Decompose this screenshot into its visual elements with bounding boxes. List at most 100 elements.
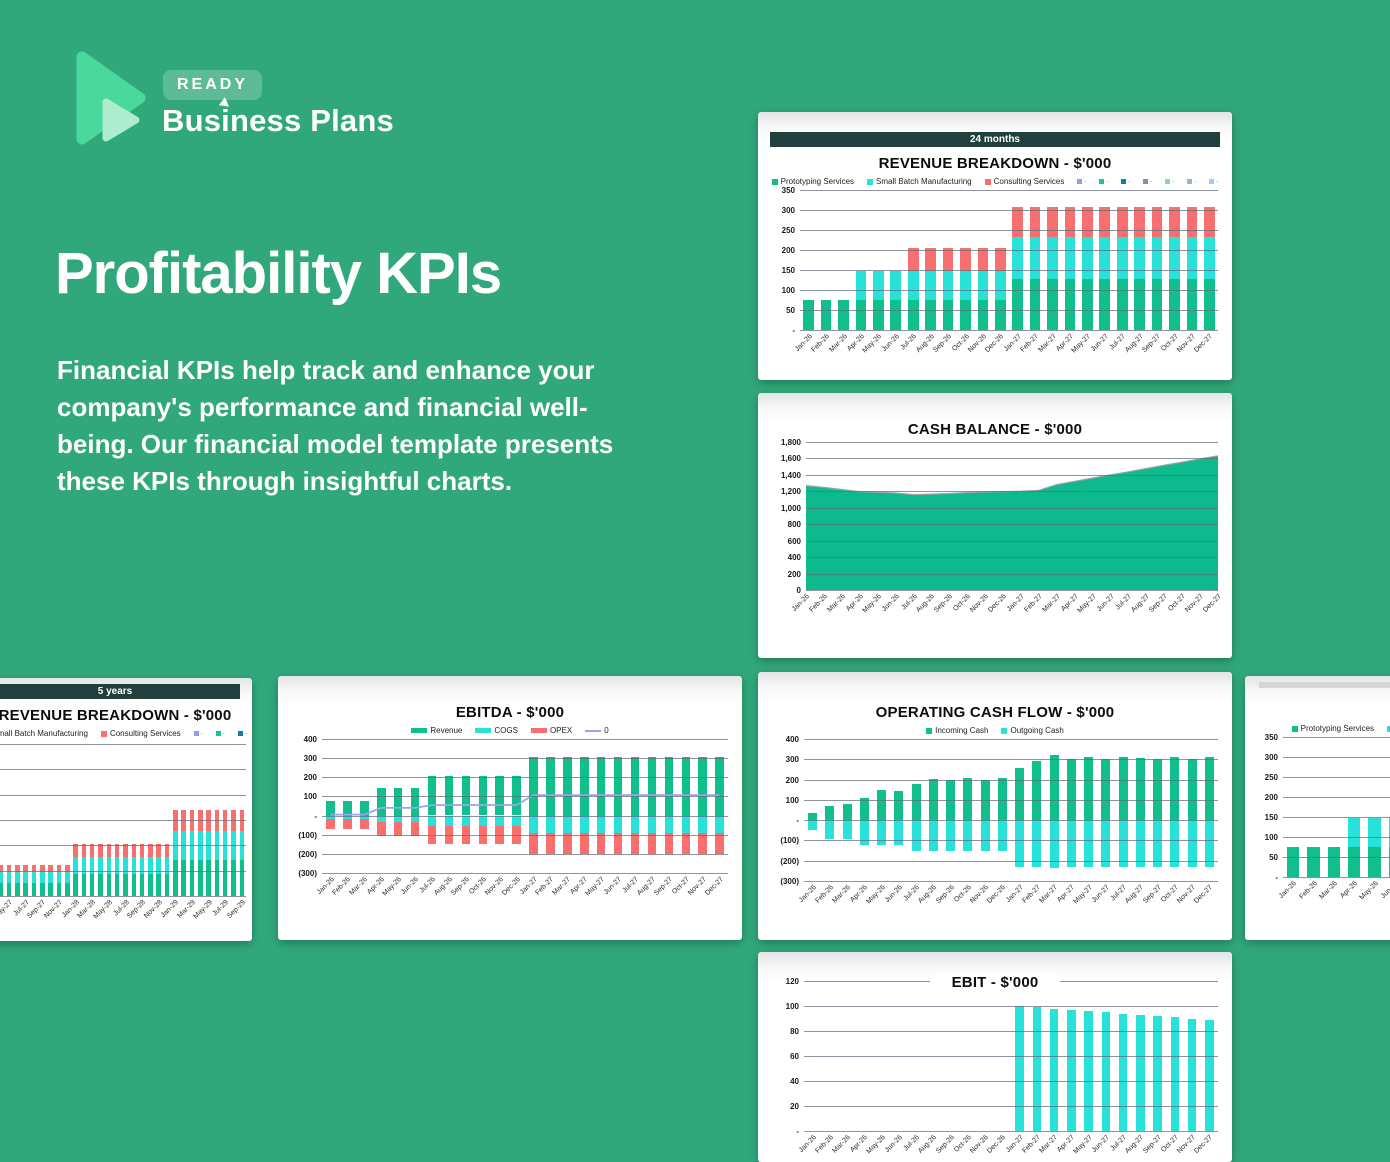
legend-item: Outgoing Cash [1001,726,1063,735]
bar-segment [946,820,955,851]
bar-segment [925,300,936,330]
chart-title: REVENUE BREAKDOWN - $'000 [1245,702,1390,719]
gridline [804,881,1218,882]
legend-item: 0 [585,726,608,735]
bar-segment [173,860,178,896]
bar-segment [925,271,936,300]
bar-segment [998,820,1007,851]
bar-segment [1012,237,1023,279]
bar-segment [1099,207,1110,237]
bar-segment [1119,757,1128,820]
legend-swatch [101,731,107,737]
bar-segment [1082,279,1093,330]
bar-segment [140,874,145,896]
bar-segment [15,872,20,883]
bar-segment [1084,1011,1093,1131]
bar-segment [1348,847,1361,877]
y-axis-label: 50 [1253,853,1278,862]
y-axis-label: - [1253,873,1278,882]
gridline [800,270,1218,271]
legend-item: Incoming Cash [926,726,988,735]
gridline [1283,777,1390,778]
chart-title: EBIT - $'000 [930,974,1061,991]
legend-item: - [194,731,203,737]
bar-segment [978,271,989,300]
y-axis-label: 1,800 [766,438,801,447]
chart-legend: Incoming Cash Outgoing Cash [762,726,1228,735]
y-axis-label: 100 [766,1002,799,1011]
gridline [804,780,1218,781]
bar-segment [908,300,919,330]
bar-segment [1169,237,1180,279]
legend-item: Revenue [411,726,462,735]
gridline [800,210,1218,211]
bar-segment [1030,207,1041,237]
bar-segment [908,271,919,300]
bar-segment [838,300,849,330]
bar-segment [1134,279,1145,330]
bar-segment [1012,279,1023,330]
bar-segment [32,872,37,883]
bar-segment [877,790,886,820]
bar-segment [1047,207,1058,237]
bar-segment [7,883,12,896]
bar-segment [860,798,869,820]
bar-segment [1152,279,1163,330]
bar-segment [894,820,903,845]
bar-segment [873,300,884,330]
bar-segment [995,248,1006,271]
bar-segment [40,872,45,883]
y-axis-label: 50 [766,306,795,315]
bar-segment [1169,207,1180,237]
legend-swatch [216,731,221,736]
chart-card-operating-cash-flow: OPERATING CASH FLOW - $'000 Incoming Cas… [758,672,1232,940]
bar-segment [215,860,220,896]
y-axis-label: 300 [766,206,795,215]
gridline [806,458,1218,459]
bar-segment [1012,207,1023,237]
chart-card-revenue-5y: 5 years REVENUE BREAKDOWN - $'000 Small … [0,678,252,941]
chart-legend: Revenue COGS OPEX 0 [282,726,738,735]
y-axis-label: 400 [766,553,801,562]
legend-item: OPEX [531,726,572,735]
y-axis-label: 80 [766,1027,799,1036]
gridline [0,845,246,846]
bar-segment [1368,818,1381,847]
bar-segment [1082,207,1093,237]
legend-item: COGS [475,726,518,735]
legend-item: - [1121,179,1130,185]
gridline [806,590,1218,591]
gridline [322,835,728,836]
bar-segment [1117,279,1128,330]
chart-title: REVENUE BREAKDOWN - $'000 [758,155,1232,172]
bar-segment [1065,279,1076,330]
legend-swatch [867,179,873,185]
bar-segment [123,874,128,896]
y-axis-label: 350 [766,186,795,195]
gridline [0,769,246,770]
gridline [804,1056,1218,1057]
play-logo-icon [76,50,150,146]
bar-segment [1033,1007,1042,1131]
bar-segment [48,872,53,883]
x-axis-label: Jan-26 [1261,880,1298,917]
bar-segment [1099,237,1110,279]
y-axis-label: 800 [766,520,801,529]
bar-segment [825,820,834,839]
bar-segment [1187,279,1198,330]
gridline [804,800,1218,801]
bar-segment [1065,237,1076,279]
bar-segment [198,860,203,896]
bar-segment [943,300,954,330]
bar-segment [1117,207,1128,237]
bar-segment [1032,761,1041,820]
gridline [804,820,1218,821]
gridline [804,1131,1218,1132]
bar-segment [890,300,901,330]
